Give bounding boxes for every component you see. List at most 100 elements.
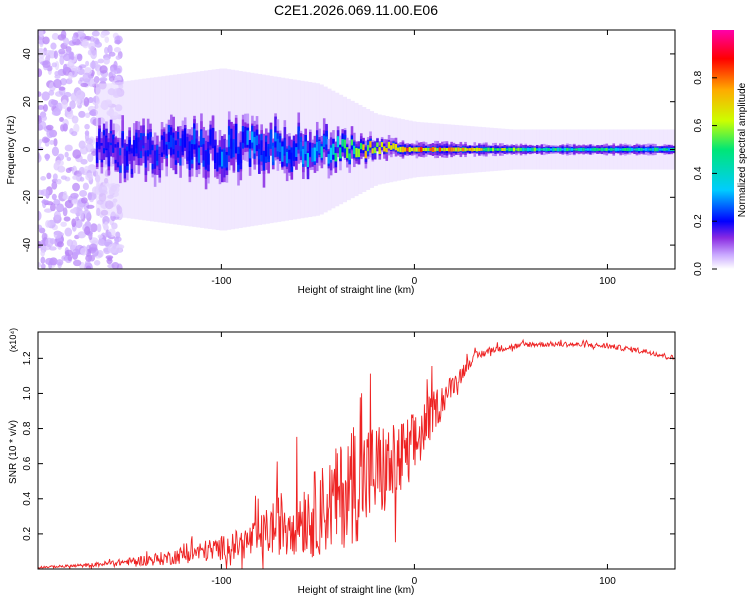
spectrogram-y-label: Frequency (Hz) <box>6 116 17 185</box>
heatmap-cell <box>533 147 537 152</box>
heatmap-cell <box>113 47 122 53</box>
heatmap-cell <box>38 68 43 77</box>
heatmap-cell <box>327 153 331 164</box>
heatmap-cell <box>545 147 548 152</box>
heatmap-cell <box>89 61 97 69</box>
heatmap-cell <box>85 137 94 145</box>
heatmap-cell <box>283 139 287 154</box>
heatmap-cell <box>102 135 106 149</box>
heatmap-cell <box>86 204 95 209</box>
heatmap-cell <box>522 147 525 152</box>
heatmap-cell <box>394 143 398 151</box>
heatmap-cell <box>244 130 247 144</box>
heatmap-cell <box>568 148 572 151</box>
heatmap-cell <box>174 144 178 161</box>
heatmap-cell <box>67 59 75 68</box>
heatmap-cell <box>424 147 428 152</box>
heatmap-cell <box>246 130 250 145</box>
heatmap-cell <box>454 147 458 152</box>
heatmap-cell <box>71 218 77 228</box>
x-tick-label: -100 <box>211 576 231 587</box>
heatmap-cell <box>318 140 321 154</box>
heatmap-cell <box>40 256 46 264</box>
heatmap-cell <box>73 123 80 133</box>
heatmap-cell <box>658 148 662 151</box>
colorbar: 0.0 0.2 0.4 0.6 0.8 Normalized spectral ampl… <box>693 30 748 276</box>
heatmap-cell <box>151 150 155 164</box>
heatmap-cell <box>675 129 679 169</box>
heatmap-cell <box>75 89 85 100</box>
heatmap-cell <box>111 261 120 269</box>
y-tick-label: 0.4 <box>22 491 33 505</box>
heatmap-cell <box>531 147 534 152</box>
heatmap-cell <box>66 106 72 112</box>
heatmap-cell <box>58 48 66 55</box>
heatmap-cell <box>566 147 569 152</box>
heatmap-cell <box>281 146 284 162</box>
colorbar-gradient <box>712 30 734 269</box>
heatmap-cell <box>336 136 340 148</box>
heatmap-cell <box>85 60 90 67</box>
heatmap-cell <box>220 151 224 167</box>
heatmap-cell <box>410 147 414 152</box>
heatmap-cell <box>69 100 76 110</box>
heatmap-cell <box>38 30 44 38</box>
heatmap-cell <box>93 260 101 266</box>
heatmap-cell <box>48 246 57 251</box>
heatmap-cell <box>494 148 497 151</box>
heatmap-cell <box>45 257 54 266</box>
heatmap-cell <box>170 135 173 148</box>
heatmap-cell <box>510 147 514 152</box>
heatmap-cell <box>549 148 553 151</box>
heatmap-cell <box>665 148 669 151</box>
heatmap-cell <box>471 147 474 152</box>
heatmap-cell <box>350 139 354 146</box>
heatmap-cell <box>447 147 451 152</box>
heatmap-cell <box>563 147 567 152</box>
heatmap-cell <box>38 154 42 163</box>
heatmap-cell <box>107 256 113 262</box>
heatmap-cell <box>49 203 56 212</box>
heatmap-cell <box>427 147 430 152</box>
heatmap-cell <box>253 137 257 154</box>
heatmap-cell <box>183 130 187 146</box>
heatmap-cell <box>415 147 419 152</box>
heatmap-cell <box>542 148 546 151</box>
heatmap-cell <box>100 145 104 160</box>
heatmap-cell <box>480 148 484 151</box>
heatmap-cell <box>62 207 68 217</box>
heatmap-cell <box>529 148 532 151</box>
heatmap-cell <box>366 145 370 152</box>
heatmap-cell <box>434 147 437 152</box>
heatmap-cell <box>55 203 65 213</box>
heatmap-cell <box>81 38 90 49</box>
heatmap-cell <box>554 148 558 151</box>
heatmap-cell <box>258 149 261 160</box>
heatmap-cell <box>40 176 47 181</box>
heatmap-cell <box>561 148 565 151</box>
spectrogram-x-ticks: -100 0 100 <box>211 30 616 287</box>
heatmap-cell <box>473 148 477 151</box>
y-tick-label: 0 <box>22 146 33 152</box>
heatmap-cell <box>107 243 117 254</box>
heatmap-cell <box>304 141 307 154</box>
heatmap-cell <box>107 231 112 239</box>
heatmap-cell <box>167 132 171 143</box>
heatmap-cell <box>91 30 100 37</box>
heatmap-cell <box>54 71 59 77</box>
heatmap-cell <box>94 41 102 48</box>
heatmap-cell <box>580 148 583 151</box>
heatmap-cell <box>85 143 94 153</box>
heatmap-cell <box>58 86 66 91</box>
heatmap-cell <box>123 155 127 166</box>
heatmap-cell <box>72 149 82 159</box>
y-tick-label: 0.8 <box>22 421 33 435</box>
heatmap-cell <box>38 105 45 110</box>
heatmap-cell <box>62 123 68 132</box>
heatmap-cell <box>475 147 479 152</box>
heatmap-cell <box>441 148 444 151</box>
heatmap-cell <box>489 147 493 152</box>
heatmap-cell <box>176 138 180 151</box>
heatmap-cell <box>526 147 530 152</box>
heatmap-cell <box>56 241 64 248</box>
